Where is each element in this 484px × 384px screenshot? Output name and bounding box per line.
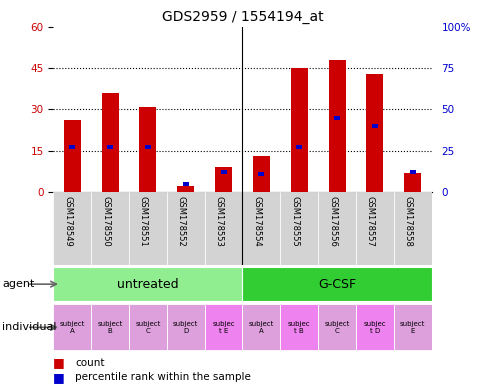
Text: subject
D: subject D: [173, 321, 198, 334]
Bar: [252, 156, 270, 192]
Bar: [101, 93, 119, 192]
FancyBboxPatch shape: [242, 192, 280, 265]
FancyBboxPatch shape: [204, 192, 242, 265]
Text: GSM178552: GSM178552: [176, 196, 185, 247]
Bar: [296, 146, 302, 149]
Bar: [328, 60, 345, 192]
Bar: [290, 68, 307, 192]
FancyBboxPatch shape: [53, 192, 91, 265]
Text: GSM178555: GSM178555: [289, 196, 299, 247]
Text: subject
A: subject A: [60, 321, 85, 334]
Text: untreated: untreated: [117, 278, 179, 291]
Text: GDS2959 / 1554194_at: GDS2959 / 1554194_at: [161, 10, 323, 23]
FancyBboxPatch shape: [355, 192, 393, 265]
Text: ■: ■: [53, 356, 65, 369]
Text: GSM178557: GSM178557: [365, 196, 374, 247]
Bar: [107, 146, 113, 149]
FancyBboxPatch shape: [129, 192, 166, 265]
Bar: [214, 167, 232, 192]
FancyBboxPatch shape: [242, 267, 431, 301]
Bar: [333, 116, 339, 120]
Text: percentile rank within the sample: percentile rank within the sample: [75, 372, 251, 382]
FancyBboxPatch shape: [166, 304, 204, 350]
Text: subject
B: subject B: [97, 321, 122, 334]
Bar: [403, 173, 421, 192]
Text: GSM178549: GSM178549: [63, 196, 72, 247]
Bar: [69, 146, 75, 149]
FancyBboxPatch shape: [355, 304, 393, 350]
Text: GSM178556: GSM178556: [327, 196, 336, 247]
Text: ■: ■: [53, 371, 65, 384]
Bar: [139, 107, 156, 192]
FancyBboxPatch shape: [280, 192, 318, 265]
Bar: [365, 74, 383, 192]
Text: GSM178551: GSM178551: [138, 196, 148, 247]
FancyBboxPatch shape: [53, 304, 91, 350]
Text: GSM178558: GSM178558: [403, 196, 412, 247]
Text: subject
A: subject A: [248, 321, 273, 334]
Bar: [145, 146, 151, 149]
FancyBboxPatch shape: [166, 192, 204, 265]
FancyBboxPatch shape: [393, 192, 431, 265]
Text: subjec
t E: subjec t E: [212, 321, 234, 334]
FancyBboxPatch shape: [242, 304, 280, 350]
Text: G-CSF: G-CSF: [318, 278, 355, 291]
Text: subject
C: subject C: [135, 321, 160, 334]
Bar: [371, 124, 377, 128]
FancyBboxPatch shape: [393, 304, 431, 350]
Text: subjec
t B: subjec t B: [287, 321, 310, 334]
Text: subjec
t D: subjec t D: [363, 321, 385, 334]
Bar: [182, 182, 188, 186]
Text: GSM178554: GSM178554: [252, 196, 261, 247]
FancyBboxPatch shape: [53, 267, 242, 301]
Text: subject
E: subject E: [399, 321, 424, 334]
FancyBboxPatch shape: [91, 192, 129, 265]
FancyBboxPatch shape: [204, 304, 242, 350]
Text: GSM178550: GSM178550: [101, 196, 110, 247]
Text: GSM178553: GSM178553: [214, 196, 223, 247]
Bar: [409, 170, 415, 174]
Text: agent: agent: [2, 279, 35, 289]
Text: subject
C: subject C: [324, 321, 349, 334]
FancyBboxPatch shape: [91, 304, 129, 350]
Text: individual: individual: [2, 322, 57, 333]
Bar: [63, 121, 81, 192]
Text: count: count: [75, 358, 105, 368]
FancyBboxPatch shape: [129, 304, 166, 350]
FancyBboxPatch shape: [318, 192, 355, 265]
FancyBboxPatch shape: [318, 304, 355, 350]
Bar: [220, 170, 226, 174]
FancyBboxPatch shape: [280, 304, 318, 350]
Bar: [258, 172, 264, 176]
Bar: [177, 187, 194, 192]
